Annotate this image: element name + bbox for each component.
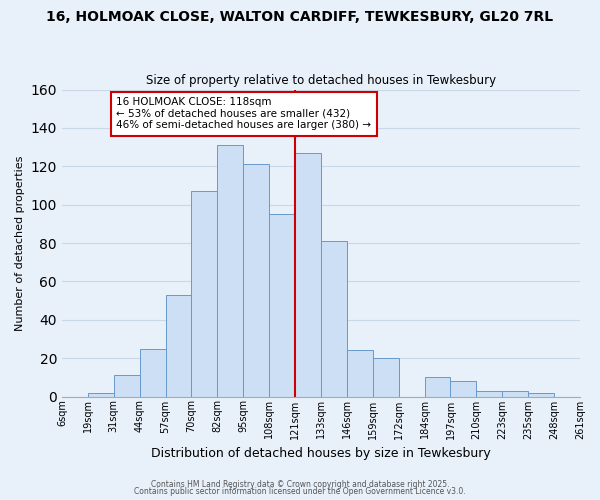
Y-axis label: Number of detached properties: Number of detached properties [15, 156, 25, 330]
Bar [295, 153, 321, 396]
Text: Contains public sector information licensed under the Open Government Licence v3: Contains public sector information licen… [134, 488, 466, 496]
Bar [528, 392, 554, 396]
Bar [166, 295, 191, 396]
Text: 16 HOLMOAK CLOSE: 118sqm
← 53% of detached houses are smaller (432)
46% of semi-: 16 HOLMOAK CLOSE: 118sqm ← 53% of detach… [116, 97, 371, 130]
Bar [476, 391, 502, 396]
Bar [140, 348, 166, 397]
Bar [114, 376, 140, 396]
Bar [502, 391, 528, 396]
Text: Contains HM Land Registry data © Crown copyright and database right 2025.: Contains HM Land Registry data © Crown c… [151, 480, 449, 489]
Bar [243, 164, 269, 396]
X-axis label: Distribution of detached houses by size in Tewkesbury: Distribution of detached houses by size … [151, 447, 491, 460]
Bar [321, 241, 347, 396]
Bar [451, 381, 476, 396]
Text: 16, HOLMOAK CLOSE, WALTON CARDIFF, TEWKESBURY, GL20 7RL: 16, HOLMOAK CLOSE, WALTON CARDIFF, TEWKE… [46, 10, 554, 24]
Bar [373, 358, 398, 397]
Bar [217, 145, 243, 397]
Title: Size of property relative to detached houses in Tewkesbury: Size of property relative to detached ho… [146, 74, 496, 87]
Bar [425, 378, 451, 396]
Bar [88, 392, 114, 396]
Bar [269, 214, 295, 396]
Bar [347, 350, 373, 397]
Bar [191, 191, 217, 396]
